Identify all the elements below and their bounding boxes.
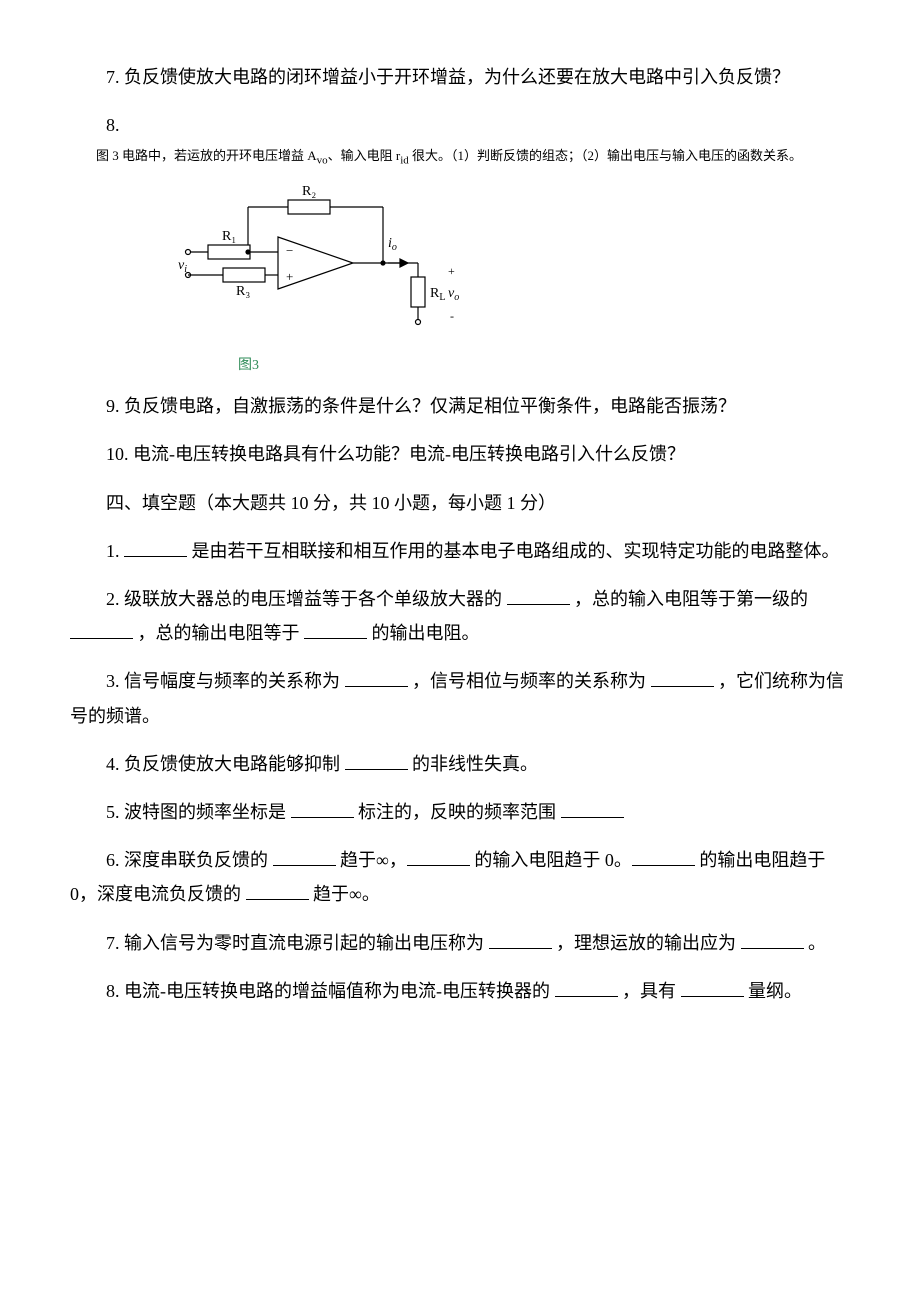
- q8-sub-vo: vo: [317, 155, 328, 167]
- fb8-b: ，具有: [618, 981, 681, 1001]
- blank-6-1[interactable]: [273, 847, 336, 866]
- fb7-c: 。: [804, 933, 827, 953]
- label-vi: vi: [178, 258, 187, 275]
- circuit-diagram: − + R₁ R₂ R₃ io RL vi vo + -: [178, 177, 850, 348]
- section-4-header: 四、填空题（本大题共 10 分，共 10 小题，每小题 1 分）: [70, 486, 850, 520]
- fb8-c: 量纲。: [744, 981, 803, 1001]
- fb4-a: 4. 负反馈使放大电路能够抑制: [106, 754, 345, 774]
- fb3-b: ，信号相位与频率的关系称为: [408, 671, 651, 691]
- opamp-plus-label: +: [286, 269, 293, 284]
- fb3-a: 3. 信号幅度与频率的关系称为: [106, 671, 345, 691]
- blank-6-3[interactable]: [632, 847, 695, 866]
- blank-8-1[interactable]: [555, 978, 618, 997]
- question-8-label: 8.: [70, 108, 850, 142]
- fb1-b: 是由若干互相联接和相互作用的基本电子电路组成的、实现特定功能的电路整体。: [187, 541, 840, 561]
- blank-4-1[interactable]: [345, 751, 408, 770]
- fill-blank-4: 4. 负反馈使放大电路能够抑制 的非线性失真。: [70, 747, 850, 781]
- fill-blank-8: 8. 电流-电压转换电路的增益幅值称为电流-电压转换器的 ，具有 量纲。: [70, 974, 850, 1008]
- fb4-b: 的非线性失真。: [408, 754, 539, 774]
- fb2-c: ，总的输出电阻等于: [133, 623, 304, 643]
- blank-7-2[interactable]: [741, 930, 804, 949]
- blank-2-1[interactable]: [507, 586, 570, 605]
- label-r3: R₃: [236, 284, 250, 299]
- fill-blank-5: 5. 波特图的频率坐标是 标注的，反映的频率范围: [70, 795, 850, 829]
- label-io: io: [388, 236, 397, 253]
- blank-2-3[interactable]: [304, 620, 367, 639]
- fb1-a: 1.: [106, 541, 124, 561]
- blank-6-4[interactable]: [246, 881, 309, 900]
- fill-blank-7: 7. 输入信号为零时直流电源引起的输出电压称为 ，理想运放的输出应为 。: [70, 926, 850, 960]
- question-7: 7. 负反馈使放大电路的闭环增益小于开环增益，为什么还要在放大电路中引入负反馈？: [70, 60, 850, 94]
- blank-1-1[interactable]: [124, 538, 187, 557]
- fb2-a: 2. 级联放大器总的电压增益等于各个单级放大器的: [106, 589, 507, 609]
- fill-blank-3: 3. 信号幅度与频率的关系称为 ，信号相位与频率的关系称为 ，它们统称为信号的频…: [70, 664, 850, 732]
- question-9: 9. 负反馈电路，自激振荡的条件是什么？仅满足相位平衡条件，电路能否振荡？: [70, 389, 850, 423]
- fb5-a: 5. 波特图的频率坐标是: [106, 802, 291, 822]
- circuit-caption: 图3: [238, 353, 850, 380]
- question-10: 10. 电流-电压转换电路具有什么功能？电流-电压转换电路引入什么反馈？: [70, 437, 850, 471]
- blank-6-2[interactable]: [407, 847, 470, 866]
- blank-5-1[interactable]: [291, 799, 354, 818]
- label-vo: vo: [448, 286, 459, 303]
- fill-blank-1: 1. 是由若干互相联接和相互作用的基本电子电路组成的、实现特定功能的电路整体。: [70, 534, 850, 568]
- opamp-minus-label: −: [286, 243, 293, 258]
- blank-7-1[interactable]: [489, 930, 552, 949]
- q8-text-a: 图 3 电路中，若运放的开环电压增益 A: [96, 148, 317, 163]
- label-r1: R₁: [222, 229, 236, 244]
- label-r2: R₂: [302, 184, 316, 199]
- fb5-b: 标注的，反映的频率范围: [354, 802, 561, 822]
- fb6-b: 趋于∞，: [336, 850, 407, 870]
- label-vo-minus: -: [450, 309, 454, 323]
- fb6-e: 趋于∞。: [309, 884, 380, 904]
- label-vo-plus: +: [448, 264, 455, 278]
- label-rl: RL: [430, 286, 445, 303]
- question-8-description: 图 3 电路中，若运放的开环电压增益 Avo、输入电阻 rid 很大。（1）判断…: [70, 146, 850, 169]
- fb8-a: 8. 电流-电压转换电路的增益幅值称为电流-电压转换器的: [106, 981, 555, 1001]
- fb6-c: 的输入电阻趋于 0。: [470, 850, 632, 870]
- blank-2-2[interactable]: [70, 620, 133, 639]
- fb2-d: 的输出电阻。: [367, 623, 480, 643]
- fill-blank-6: 6. 深度串联负反馈的 趋于∞， 的输入电阻趋于 0。 的输出电阻趋于 0，深度…: [70, 843, 850, 911]
- blank-8-2[interactable]: [681, 978, 744, 997]
- blank-3-1[interactable]: [345, 668, 408, 687]
- q8-text-b: 、输入电阻 r: [328, 148, 401, 163]
- fb7-b: ，理想运放的输出应为: [552, 933, 741, 953]
- fill-blank-2: 2. 级联放大器总的电压增益等于各个单级放大器的 ，总的输入电阻等于第一级的 ，…: [70, 582, 850, 650]
- fb7-a: 7. 输入信号为零时直流电源引起的输出电压称为: [106, 933, 489, 953]
- q8-sub-id: id: [400, 155, 409, 167]
- q8-text-c: 很大。（1）判断反馈的组态；（2）输出电压与输入电压的函数关系。: [409, 148, 802, 163]
- blank-3-2[interactable]: [651, 668, 714, 687]
- fb2-b: ，总的输入电阻等于第一级的: [570, 589, 809, 609]
- fb6-a: 6. 深度串联负反馈的: [106, 850, 273, 870]
- blank-5-2[interactable]: [561, 799, 624, 818]
